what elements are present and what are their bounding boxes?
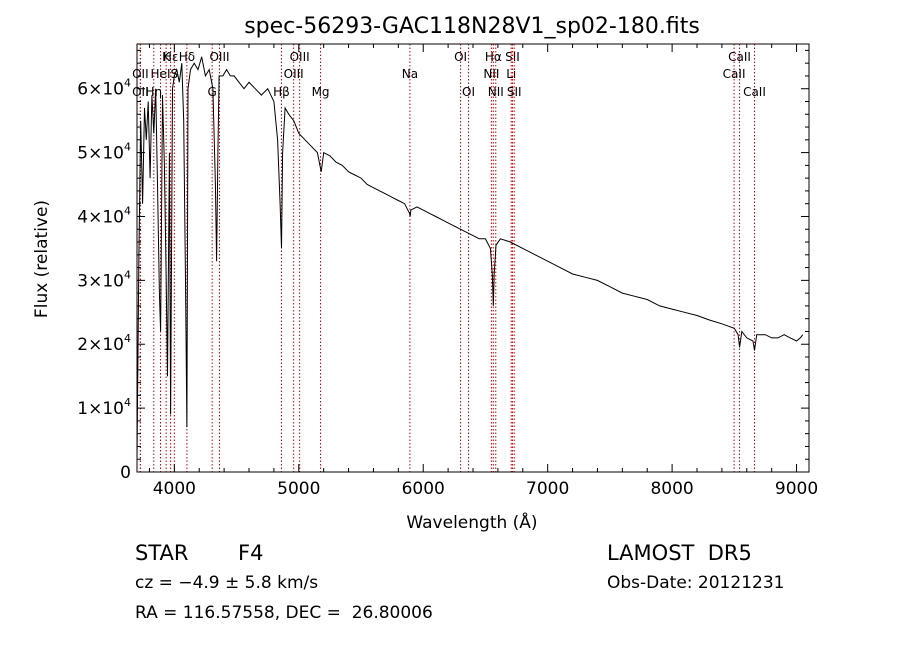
line-marker-label-21: Li [506, 67, 516, 81]
line-marker-label-8: OIII [209, 50, 229, 64]
class-label: STAR [135, 541, 189, 565]
y-axis: 0 1×104 2×104 3×104 4×104 5×104 6×104 [77, 49, 809, 483]
line-marker-label-1: K [162, 50, 171, 64]
y-tick-label-6: 6×104 [77, 77, 131, 100]
line-marker-label-19: NII [488, 85, 504, 99]
obs-date-label: Obs-Date: 20121231 [607, 573, 785, 593]
y-tick-label-3: 3×104 [77, 268, 131, 291]
line-marker-label-4: HeI [151, 67, 171, 81]
x-tick-label-3: 7000 [526, 479, 569, 499]
line-marker-label-13: Mg [312, 85, 330, 99]
line-marker-label-11: OIII [284, 67, 304, 81]
plot-frame [136, 43, 810, 473]
x-tick-label-2: 6000 [402, 479, 445, 499]
line-marker-label-15: OI [454, 50, 467, 64]
y-axis-label: Flux (relative) [32, 200, 52, 318]
subclass-label: F4 [238, 541, 264, 565]
line-marker-label-20: SII [505, 50, 520, 64]
line-marker-label-25: CaII [743, 85, 766, 99]
line-marker-label-7: Hη [145, 85, 162, 99]
line-marker-label-12: Hβ [273, 85, 290, 99]
survey-label: LAMOST DR5 [607, 541, 752, 565]
x-tick-label-1: 5000 [277, 479, 320, 499]
y-tick-label-0: 0 [120, 463, 131, 483]
x-axis: 4000 5000 6000 7000 8000 9000 [148, 44, 818, 499]
line-marker-label-0: Hδ [179, 50, 195, 64]
y-tick-label-5: 5×104 [77, 141, 131, 164]
series-group [136, 56, 804, 460]
line-marker-label-5: S [171, 67, 179, 81]
line-marker-label-2: Hε [163, 50, 179, 64]
line-marker-label-16: OI [462, 85, 475, 99]
chart-title: spec-56293-GAC118N28V1_sp02-180.fits [244, 14, 700, 39]
line-marker-label-10: OIII [290, 50, 310, 64]
line-marker-label-17: Hα [485, 50, 502, 64]
line-marker-label-14: Na [402, 67, 418, 81]
line-marker-label-24: CaII [723, 67, 746, 81]
line-marker-label-9: G [208, 85, 217, 99]
x-tick-label-0: 4000 [153, 479, 196, 499]
x-tick-label-5: 9000 [775, 479, 818, 499]
line-marker-label-23: CaII [728, 50, 751, 64]
y-tick-label-2: 2×104 [77, 332, 131, 355]
x-axis-label: Wavelength (Å) [406, 511, 537, 533]
spectrum-series-0 [136, 56, 804, 460]
line-marker-label-22: SII [507, 85, 522, 99]
x-tick-label-4: 8000 [650, 479, 693, 499]
y-tick-label-4: 4×104 [77, 204, 131, 227]
line-marker-label-18: NII [483, 67, 499, 81]
line-marker-label-3: OII [132, 67, 149, 81]
redshift-label: cz = −4.9 ± 5.8 km/s [135, 573, 319, 593]
y-tick-label-1: 1×104 [77, 396, 131, 419]
coordinates-label: RA = 116.57558, DEC = 26.80006 [135, 603, 433, 623]
